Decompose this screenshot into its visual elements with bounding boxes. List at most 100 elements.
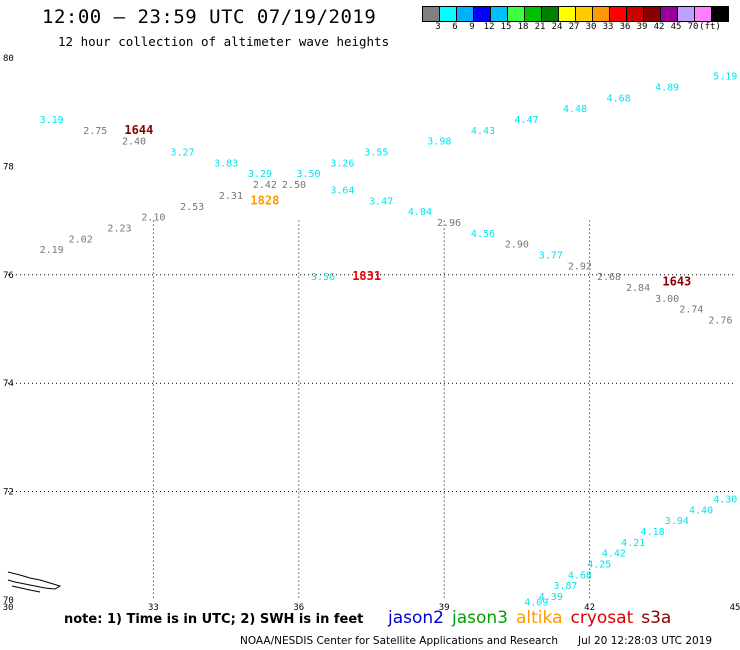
wave-height-value: 2.19 (40, 245, 64, 256)
wave-height-value: 3.98 (427, 137, 451, 148)
wave-height-value: 2.42 (253, 180, 277, 191)
wave-height-value: 4.89 (655, 83, 679, 94)
footer-credit: NOAA/NESDIS Center for Satellite Applica… (240, 635, 558, 647)
legend-label: 9 (469, 22, 475, 32)
legend-label: 33 (602, 22, 614, 32)
wave-height-value: 3.56 (311, 272, 335, 283)
wave-height-value: 5.19 (713, 72, 737, 83)
lat-tick-label: 78 (3, 162, 14, 172)
wave-height-value: 4.68 (607, 93, 631, 104)
satellite-legend: jason2 jason3 altika cryosat s3a (388, 608, 679, 628)
legend-swatch (508, 7, 525, 21)
satellite-cryosat: cryosat (570, 608, 634, 628)
wave-height-value: 4.56 (471, 229, 495, 240)
legend-label: 24 (551, 22, 563, 32)
lon-tick-label: 36 (293, 603, 304, 613)
legend-swatch (610, 7, 627, 21)
color-legend (422, 6, 729, 22)
wave-height-value: 4.21 (621, 538, 645, 549)
wave-height-value: 4.68 (568, 570, 592, 581)
legend-label: 3 (435, 22, 441, 32)
legend-swatch (542, 7, 559, 21)
legend-swatch (423, 7, 440, 21)
wave-height-value: 2.74 (679, 305, 703, 316)
satellite-jason2: jason2 (388, 608, 444, 628)
wave-height-value: 4.47 (515, 115, 539, 126)
wave-height-value: 2.76 (708, 316, 732, 327)
legend-swatch (695, 7, 712, 21)
lat-tick-label: 76 (3, 271, 14, 281)
wave-height-value: 4.04 (408, 207, 432, 218)
wave-height-value: 3.26 (330, 158, 354, 169)
wave-height-value: 3.50 (296, 169, 320, 180)
lon-tick-label: 42 (584, 603, 595, 613)
lon-tick-label: 45 (730, 603, 740, 613)
legend-swatch (644, 7, 661, 21)
wave-height-value: 4.48 (563, 104, 587, 115)
legend-swatch (474, 7, 491, 21)
wave-height-value: 2.31 (219, 191, 243, 202)
lon-tick-label: 33 (148, 603, 159, 613)
wave-height-value: 2.02 (69, 234, 93, 245)
legend-swatch (712, 7, 728, 21)
wave-height-value: 3.29 (248, 169, 272, 180)
lon-tick-label: 39 (439, 603, 450, 613)
lat-tick-label: 74 (3, 379, 14, 389)
wave-height-value: 3.19 (40, 115, 64, 126)
legend-label: 21 (534, 22, 546, 32)
wave-height-value: 2.53 (180, 202, 204, 213)
legend-swatch (440, 7, 457, 21)
legend-swatch (457, 7, 474, 21)
wave-height-value: 4.25 (587, 559, 611, 570)
wave-height-value: 2.68 (597, 272, 621, 283)
legend-label: 39 (636, 22, 648, 32)
legend-label: 42 (653, 22, 665, 32)
pass-time-label: 1643 (662, 275, 691, 289)
satellite-s3a: s3a (641, 608, 672, 628)
wave-height-value: 2.40 (122, 137, 146, 148)
legend-label: 18 (517, 22, 529, 32)
legend-swatch (593, 7, 610, 21)
legend-label: 30 (585, 22, 597, 32)
pass-time-label: 1644 (124, 123, 153, 137)
wave-height-value: 3.55 (364, 148, 388, 159)
color-legend-labels: 3 6 9 12 15 18 21 24 27 30 33 36 39 42 45 70 (ft) (422, 22, 740, 34)
legend-swatch (576, 7, 593, 21)
wave-height-value: 2.84 (626, 283, 650, 294)
wave-height-value: 4.30 (713, 494, 737, 505)
legend-swatch (491, 7, 508, 21)
satellite-jason3: jason3 (452, 608, 508, 628)
wave-height-value: 4.18 (641, 527, 665, 538)
legend-label: 70 (687, 22, 699, 32)
pass-time-label: 1831 (352, 269, 381, 283)
wave-height-value: 4.40 (689, 505, 713, 516)
legend-label: 27 (568, 22, 580, 32)
wave-height-value: 2.23 (107, 223, 131, 234)
footer-note: note: 1) Time is in UTC; 2) SWH is in fe… (64, 612, 364, 627)
lat-tick-label: 80 (3, 54, 14, 64)
legend-label: 12 (483, 22, 495, 32)
wave-height-value: 2.92 (568, 261, 592, 272)
coastline (7, 571, 62, 593)
wave-height-value: 4.42 (602, 549, 626, 560)
wave-height-value: 4.43 (471, 126, 495, 137)
wave-height-value: 3.64 (330, 186, 354, 197)
page-subtitle: 12 hour collection of altimeter wave hei… (58, 34, 390, 49)
wave-height-value: 3.77 (539, 251, 563, 262)
legend-label: 36 (619, 22, 631, 32)
legend-label: 45 (670, 22, 682, 32)
wave-height-value: 2.90 (505, 240, 529, 251)
wave-height-value: 2.96 (437, 218, 461, 229)
legend-label: (ft) (699, 22, 721, 32)
legend-swatch (678, 7, 695, 21)
wave-height-value: 2.75 (83, 126, 107, 137)
wave-height-value: 3.83 (214, 158, 238, 169)
wave-height-value: 2.50 (282, 180, 306, 191)
legend-swatch (661, 7, 678, 21)
wave-height-value: 3.87 (553, 581, 577, 592)
footer-timestamp: Jul 20 12:28:03 UTC 2019 (578, 635, 713, 647)
wave-height-value: 3.94 (665, 516, 689, 527)
legend-swatch (559, 7, 576, 21)
wave-height-value: 4.09 (524, 597, 548, 608)
wave-height-value: 3.27 (170, 148, 194, 159)
